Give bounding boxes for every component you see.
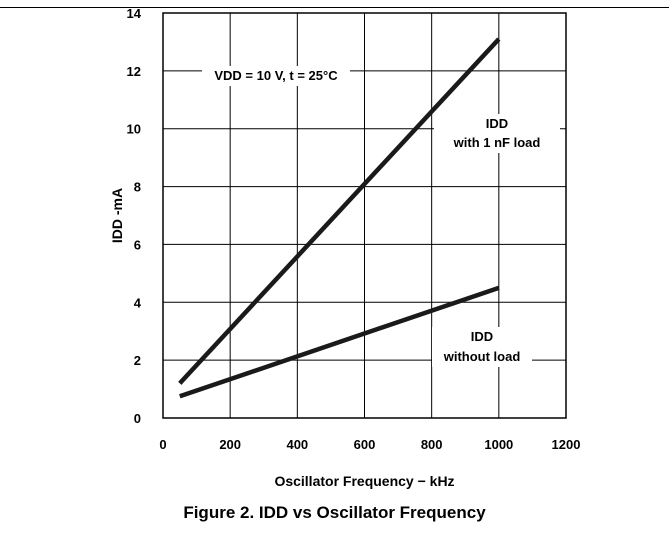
annotation-with-load-label-line: IDD: [486, 116, 508, 131]
y-tick-label: 4: [134, 295, 142, 310]
annotation-bg: [432, 327, 532, 367]
series-line-with_load: [178, 37, 501, 385]
x-tick-label: 200: [219, 437, 241, 452]
annotation-without-load-label-line: without load: [443, 349, 521, 364]
x-tick-label: 1200: [552, 437, 581, 452]
x-tick-label: 1000: [484, 437, 513, 452]
x-tick-label: 400: [286, 437, 308, 452]
y-tick-label: 0: [134, 411, 141, 426]
idd-vs-frequency-chart: 0 200 400 600 800 1000 1200 0 2 4 6 8 10 12 14 VDD = …: [109, 6, 580, 489]
x-tick-label: 0: [159, 437, 166, 452]
y-tick-labels: 0 2 4 6 8 10 12 14: [127, 6, 142, 426]
annotation-bg: [434, 114, 560, 153]
annotation-conditions-line: VDD = 10 V, t = 25°C: [214, 68, 338, 83]
series-line-without_load: [179, 285, 500, 399]
y-tick-label: 10: [127, 122, 141, 137]
x-tick-label: 600: [354, 437, 376, 452]
annotation-bg: [202, 66, 350, 86]
annotation-with-load-label-line: with 1 nF load: [453, 135, 541, 150]
y-tick-label: 12: [127, 64, 141, 79]
x-tick-labels: 0 200 400 600 800 1000 1200: [159, 437, 580, 452]
annotations: VDD = 10 V, t = 25°C IDD with 1 nF load IDD…: [202, 66, 560, 367]
x-tick-label: 800: [421, 437, 443, 452]
x-axis-title: Oscillator Frequency − kHz: [274, 473, 454, 489]
figure-caption: Figure 2. IDD vs Oscillator Frequency: [183, 503, 486, 522]
y-tick-label: 6: [134, 237, 141, 252]
top-rule: [0, 7, 669, 8]
annotation-without-load-label-line: IDD: [471, 329, 493, 344]
y-tick-label: 8: [134, 180, 141, 195]
y-tick-label: 2: [134, 353, 141, 368]
series-layer: [178, 37, 501, 399]
plot-frame: [162, 12, 567, 419]
y-tick-label: 14: [127, 6, 142, 21]
y-axis-title: IDD -mA: [109, 188, 125, 243]
